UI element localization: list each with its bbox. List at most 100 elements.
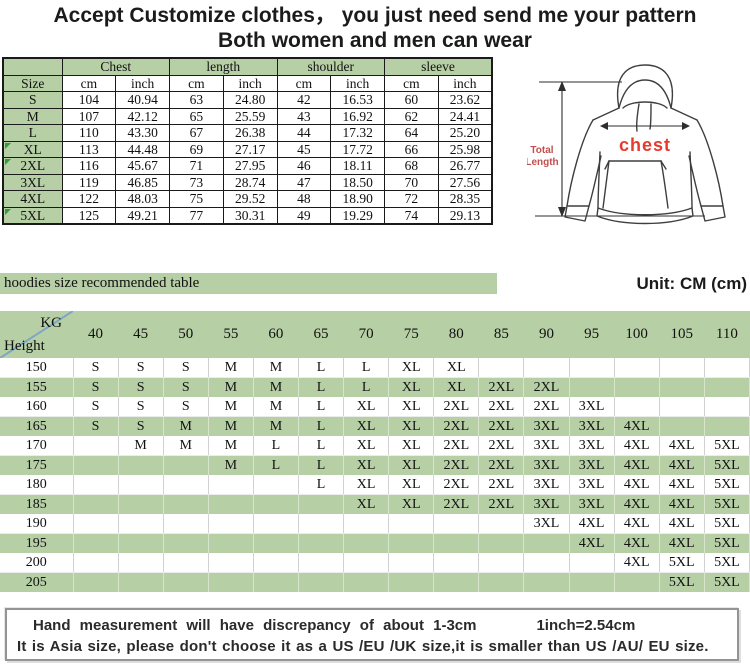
recommended-size-cell (73, 494, 119, 514)
recommended-size-cell (73, 436, 119, 456)
recommended-size-cell: 4XL (659, 455, 705, 475)
recommended-size-cell: XL (343, 494, 390, 514)
recommended-size-cell (433, 553, 480, 573)
recommended-size-cell: S (73, 358, 119, 378)
height-row-header: 205 (0, 572, 74, 592)
size-table-unit-header: cm (61, 74, 117, 92)
size-value-cell: 42.12 (115, 107, 170, 125)
size-value-cell: 26.38 (222, 124, 278, 142)
footer-note-box: Hand measurement will have discrepancy o… (5, 608, 739, 661)
size-value-cell: 44 (276, 124, 332, 142)
recommended-size-cell: L (298, 436, 345, 456)
recommended-size-cell: 3XL (569, 494, 615, 514)
size-value-cell: 44.48 (115, 140, 170, 158)
size-value-cell: 49 (276, 206, 332, 225)
total-length-label-line2: Length (527, 157, 559, 168)
recommended-size-cell: 2XL (433, 397, 480, 417)
size-table-unit-header: inch (330, 74, 385, 92)
weight-column-header: 45 (118, 311, 164, 358)
recommended-size-cell: 3XL (523, 494, 570, 514)
hoodie-diagram: Total Length (525, 56, 750, 261)
recommended-size-cell: S (73, 397, 119, 417)
recommended-size-cell: S (163, 377, 209, 397)
recommended-size-cell: M (253, 358, 299, 378)
height-row-header: 195 (0, 533, 74, 553)
recommended-size-cell: L (253, 436, 299, 456)
height-axis-label: Height (4, 338, 45, 354)
reco-table-row: 205 5XL 5XL (0, 572, 750, 592)
weight-column-header: 50 (163, 311, 209, 358)
recommended-size-cell (523, 572, 570, 592)
recommended-size-cell (73, 533, 119, 553)
recommended-size-cell: M (208, 455, 254, 475)
recommended-size-cell: 5XL (704, 494, 750, 514)
recommended-size-cell (253, 494, 299, 514)
recommended-size-cell (298, 514, 345, 534)
size-value-cell: 30.31 (222, 206, 278, 225)
recommended-size-cell: 4XL (659, 436, 705, 456)
size-value-cell: 18.90 (330, 190, 385, 208)
size-label-cell: 2XL (2, 157, 63, 175)
size-value-cell: 107 (61, 107, 117, 125)
recommended-size-cell (569, 358, 615, 378)
recommended-size-cell: M (208, 377, 254, 397)
height-row-header: 185 (0, 494, 74, 514)
recommended-size-cell: 4XL (614, 475, 660, 495)
recommended-size-cell: L (298, 416, 345, 436)
recommended-size-cell (614, 358, 660, 378)
recommended-size-cell (433, 514, 480, 534)
recommended-size-cell (253, 514, 299, 534)
recommended-size-cell: 2XL (478, 397, 525, 417)
size-value-cell: 68 (384, 157, 439, 175)
total-length-label-line1: Total (530, 145, 553, 156)
recommended-size-cell: L (298, 377, 345, 397)
recommended-size-cell (659, 397, 705, 417)
recommended-size-cell: 3XL (523, 475, 570, 495)
recommended-size-cell (659, 377, 705, 397)
recommended-size-cell (298, 553, 345, 573)
size-table-size-header: Size (2, 74, 63, 92)
recommended-size-cell: 4XL (614, 416, 660, 436)
recommended-size-cell (208, 553, 254, 573)
reco-table-row: 190 3XL 4XL 4XL 4XL 5XL (0, 514, 750, 534)
size-value-cell: 46.85 (115, 173, 170, 191)
size-value-cell: 24.41 (437, 107, 493, 125)
size-value-cell: 110 (61, 124, 117, 142)
size-value-cell: 60 (384, 91, 439, 109)
recommended-size-cell: M (208, 416, 254, 436)
recommended-size-cell: XL (433, 358, 480, 378)
recommended-size-cell: 5XL (704, 455, 750, 475)
size-table-row: XL 113 44.48 69 27.17 45 17.72 66 25.98 (2, 140, 493, 158)
recommended-size-cell: M (208, 397, 254, 417)
size-table-row: S 104 40.94 63 24.80 42 16.53 60 23.62 (2, 91, 493, 109)
recommended-size-cell: 2XL (478, 494, 525, 514)
size-label-cell: 3XL (2, 173, 63, 191)
weight-column-header: 110 (704, 311, 750, 358)
recommended-size-cell (208, 514, 254, 534)
recommended-size-cell (298, 572, 345, 592)
size-table-row: 5XL 125 49.21 77 30.31 49 19.29 74 29.13 (2, 206, 493, 225)
height-row-header: 175 (0, 455, 74, 475)
recommended-size-cell: L (253, 455, 299, 475)
recommended-size-cell (163, 553, 209, 573)
recommended-size-cell (659, 358, 705, 378)
recommended-size-cell: 4XL (614, 553, 660, 573)
size-value-cell: 16.53 (330, 91, 385, 109)
page-title: Accept Customize clothes， you just need … (0, 3, 750, 53)
recommended-size-cell: XL (388, 494, 435, 514)
recommended-size-cell (208, 533, 254, 553)
size-table-unit-header: cm (276, 74, 332, 92)
recommended-size-cell (478, 533, 525, 553)
recommended-size-cell: L (298, 455, 345, 475)
recommended-size-cell (73, 553, 119, 573)
recommended-size-cell (118, 455, 164, 475)
recommended-size-cell: 4XL (614, 514, 660, 534)
reco-table-row: 165 S S M M M L XL XL 2XL 2XL 3XL 3XL 4XL (0, 416, 750, 436)
recommended-size-cell: M (253, 377, 299, 397)
recommended-size-cell: 5XL (659, 572, 705, 592)
reco-table-row: 170 M M M L L XL XL 2XL 2XL 3XL 3XL 4XL 4XL 5XL (0, 436, 750, 456)
size-table-corner-blank (2, 57, 63, 76)
recommended-size-cell: XL (433, 377, 480, 397)
size-table-row: M 107 42.12 65 25.59 43 16.92 62 24.41 (2, 107, 493, 125)
recommended-size-cell: 5XL (704, 533, 750, 553)
